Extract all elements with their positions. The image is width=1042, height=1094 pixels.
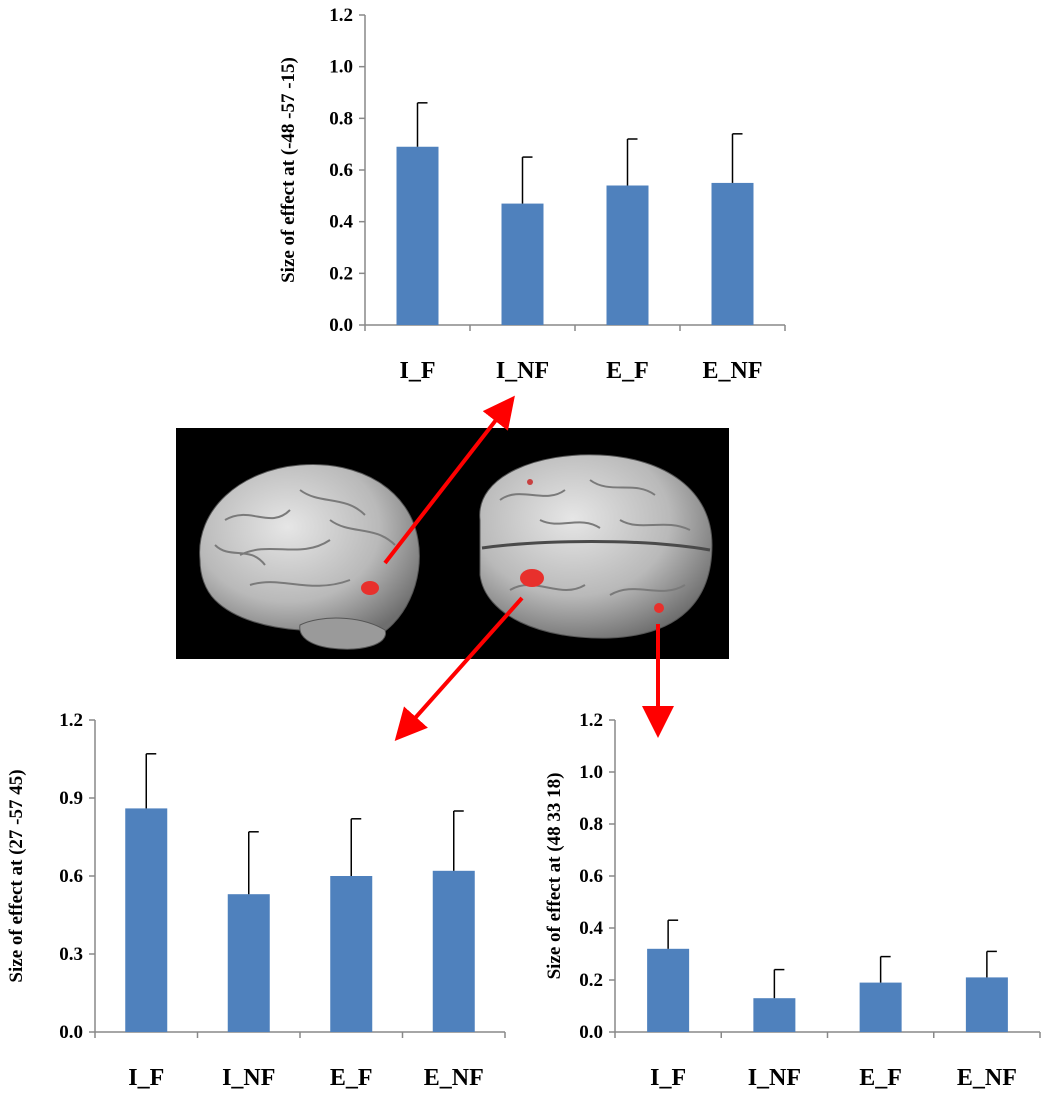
- error-bar: [731, 133, 743, 183]
- y-axis-title: Size of effect at (27 -57 45): [6, 769, 27, 982]
- category-label: I_F: [400, 358, 436, 384]
- activation-spot-left-temporal: [361, 581, 379, 595]
- chart-bottom-right: 0.0 0.2 0.4 0.6 0.8 1.0 1.2 I_F I_NF E_F E_NF Size …: [544, 710, 1041, 1091]
- y-tick-label: 1.0: [579, 762, 603, 783]
- y-tick-label: 0.0: [579, 1022, 603, 1043]
- y-axis-title: Size of effect at (48 33 18): [544, 773, 565, 980]
- y-tick-label: 0.6: [59, 866, 83, 887]
- activation-spot-small: [527, 479, 533, 485]
- bar-i-nf: [227, 894, 270, 1032]
- category-label: I_NF: [496, 358, 549, 384]
- category-label: I_F: [128, 1065, 164, 1091]
- category-label: E_F: [606, 358, 649, 384]
- y-tick-label: 0.4: [329, 212, 353, 233]
- bar-e-nf: [965, 977, 1008, 1032]
- category-label: E_F: [330, 1065, 373, 1091]
- y-tick-label: 0.9: [59, 788, 83, 809]
- error-bar: [453, 810, 464, 871]
- brain-left-view: [199, 463, 420, 650]
- y-tick-label: 0.0: [59, 1022, 83, 1043]
- y-tick-label: 0.2: [579, 970, 603, 991]
- bar-i-f: [647, 948, 690, 1032]
- arrow-to-bottom-left-chart: [394, 596, 524, 741]
- category-label: I_NF: [222, 1065, 275, 1091]
- y-tick-label: 0.8: [579, 814, 603, 835]
- activation-spot-right-frontal: [654, 603, 664, 613]
- bar-e-f: [606, 185, 649, 325]
- bar-i-nf: [753, 998, 796, 1032]
- y-tick-label: 0.6: [579, 866, 603, 887]
- error-bar: [626, 138, 638, 186]
- error-bar: [350, 818, 362, 876]
- chart-bottom-left: 0.0 0.3 0.6 0.9 1.2 I_F I_NF E_F E_NF Size of eff…: [6, 710, 506, 1091]
- category-label: E_F: [859, 1065, 902, 1091]
- error-bar: [248, 831, 259, 895]
- y-tick-label: 1.0: [329, 57, 353, 78]
- category-label: E_NF: [424, 1065, 484, 1091]
- arrow-to-top-chart: [383, 395, 515, 565]
- error-bar: [521, 156, 533, 204]
- bar-i-f: [125, 808, 168, 1032]
- y-tick-label: 0.3: [59, 944, 83, 965]
- y-tick-label: 0.4: [579, 918, 603, 939]
- error-bar: [879, 955, 891, 983]
- bar-e-f: [859, 982, 902, 1032]
- y-tick-label: 0.6: [329, 160, 353, 181]
- bar-e-nf: [711, 182, 754, 325]
- bar-e-nf: [432, 870, 475, 1032]
- brain-inferior-view: [479, 454, 713, 639]
- y-tick-label: 0.2: [329, 263, 353, 284]
- error-bar: [667, 919, 679, 949]
- y-tick-label: 1.2: [59, 710, 83, 731]
- activation-spot-right-parietal: [520, 569, 544, 587]
- category-label: I_F: [650, 1065, 686, 1091]
- y-axis-title: Size of effect at (-48 -57 -15): [278, 57, 299, 283]
- error-bar: [773, 968, 785, 999]
- error-bar: [986, 950, 997, 978]
- brain-image: [176, 428, 729, 659]
- bar-i-nf: [501, 203, 544, 325]
- bar-i-f: [396, 146, 439, 325]
- y-tick-label: 0.8: [329, 108, 353, 129]
- category-label: E_NF: [703, 358, 763, 384]
- y-tick-label: 1.2: [329, 5, 353, 26]
- error-bar: [416, 102, 428, 147]
- category-label: I_NF: [748, 1065, 801, 1091]
- y-tick-label: 0.0: [329, 315, 353, 336]
- error-bar: [145, 753, 157, 809]
- chart-top: 0.0 0.2 0.4 0.6 0.8 1.0 1.2 I_F I_NF E_F E_NF Size …: [278, 5, 786, 384]
- category-label: E_NF: [957, 1065, 1017, 1091]
- bar-e-f: [330, 876, 373, 1032]
- connector-arrows: [383, 395, 674, 741]
- y-tick-label: 1.2: [579, 710, 603, 731]
